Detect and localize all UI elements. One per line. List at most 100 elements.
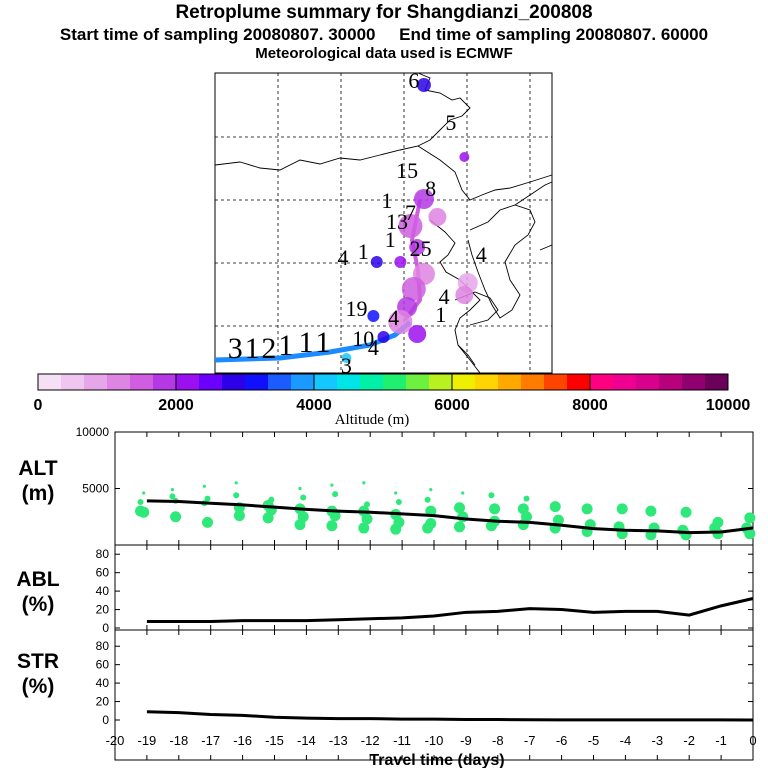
y-tick-label: 5000	[82, 482, 109, 496]
alt-scatter-point	[517, 503, 529, 515]
y-tick-label: 0	[102, 621, 109, 635]
colorbar-swatch	[337, 374, 361, 390]
alt-scatter-point	[424, 496, 431, 503]
alt-scatter-point	[712, 516, 724, 528]
alt-scatter-point	[137, 499, 144, 506]
colorbar-swatch	[245, 374, 269, 390]
alt-scatter-point	[549, 501, 561, 513]
plume-blob	[459, 152, 470, 162]
y-tick-label: 20	[96, 603, 110, 617]
alt-scatter-point	[461, 491, 465, 495]
colorbar-tick-label: 6000	[434, 397, 470, 414]
x-tick-label: -19	[138, 733, 157, 748]
colorbar-swatch	[130, 374, 154, 390]
plume-label: 1	[381, 188, 392, 213]
time-series-panels: ALT (m) ABL (%) STR (%) 5000 10000 0 20 40 6…	[16, 425, 757, 761]
y-tick-label: 10000	[76, 425, 110, 439]
x-tick-label: -1	[715, 733, 727, 748]
alt-scatter-point	[142, 491, 146, 495]
colorbar-swatch	[61, 374, 85, 390]
alt-scatter-point	[364, 501, 371, 508]
alt-scatter-point	[294, 519, 306, 531]
border-russia-mongolia	[214, 72, 471, 171]
plume-label: 4	[388, 305, 399, 330]
korea-peninsula	[467, 204, 536, 319]
alt-scatter-point	[202, 484, 206, 488]
alt-scatter-point	[332, 491, 339, 498]
plume-label: 7	[405, 200, 416, 225]
colorbar-swatch	[360, 374, 384, 390]
colorbar-swatch	[521, 374, 545, 390]
colorbar-swatch	[475, 374, 499, 390]
alt-scatter-point	[485, 520, 497, 532]
plume-label: 1	[315, 326, 330, 359]
plume-label: 25	[410, 236, 432, 261]
plume-label: 15	[396, 158, 418, 183]
x-tick-label: -2	[683, 733, 695, 748]
colorbar-swatch	[222, 374, 246, 390]
x-tick-label: -5	[588, 733, 600, 748]
alt-scatter-point	[268, 496, 275, 503]
plume-blob	[341, 353, 352, 363]
alt-scatter-point	[138, 506, 150, 518]
alt-panel-label: ALT	[18, 457, 57, 480]
alt-scatter-point	[395, 499, 402, 506]
plume-blob	[398, 214, 423, 238]
abl-panel-unit: (%)	[22, 593, 55, 616]
colorbar-swatch	[567, 374, 591, 390]
x-tick-label: -6	[556, 733, 568, 748]
alt-scatter-point	[300, 494, 307, 501]
panels-frame	[114, 431, 754, 761]
colorbar-swatch	[406, 374, 430, 390]
colorbar-swatch	[636, 374, 660, 390]
plume-label: 10	[352, 326, 374, 351]
str-plot	[146, 710, 754, 722]
colorbar-swatch	[498, 374, 522, 390]
plume-blob	[409, 239, 426, 255]
plume-label: 4	[439, 284, 450, 309]
plume-blob	[388, 310, 413, 334]
alt-scatter-point	[552, 514, 564, 526]
plume-blob	[394, 256, 407, 268]
border-china-mongolia	[417, 145, 553, 201]
x-tick-label: -7	[524, 733, 536, 748]
x-tick-label: -8	[492, 733, 504, 748]
plume-label: 4	[338, 245, 349, 270]
colorbar-tick-label: 0	[34, 397, 43, 414]
alt-scatter-point	[234, 481, 238, 485]
alt-scatter-point	[262, 512, 274, 524]
abl-yaxis: 0 20 40 60 80	[96, 547, 753, 635]
alt-scatter-point	[329, 510, 341, 522]
plume-blob	[428, 208, 447, 226]
colorbar-swatch	[383, 374, 407, 390]
x-axis: -20 -19 -18 -17 -16 -15 -14 -13 -12 -11 -10 -9 -8 -7-…	[106, 432, 757, 760]
alt-scatter-point	[202, 516, 214, 528]
alt-scatter-point	[680, 506, 692, 518]
colorbar-swatch	[705, 374, 729, 390]
colorbar-swatch	[84, 374, 108, 390]
x-tick-label: -11	[393, 733, 411, 748]
alt-scatter-point	[489, 503, 501, 515]
abl-line	[146, 597, 754, 624]
plume-label: 2	[261, 332, 276, 365]
colorbar-swatch	[199, 374, 223, 390]
colorbar-tick-label: 8000	[572, 397, 608, 414]
colorbar-label: Altitude (m)	[335, 412, 410, 428]
alt-scatter-point	[677, 524, 689, 536]
alt-scatter-point	[429, 488, 433, 492]
alt-scatter-point	[616, 503, 628, 515]
plume-label: 19	[346, 296, 368, 321]
alt-scatter-point	[390, 523, 402, 535]
str-panel-label: STR	[17, 650, 59, 673]
met-data-line: Meteorological data used is ECMWF	[255, 45, 513, 62]
map-frame	[214, 72, 553, 374]
alt-plot	[135, 481, 756, 541]
plume-label: 3	[228, 332, 243, 365]
plume-label: 5	[445, 110, 456, 135]
plume-track	[214, 78, 478, 363]
colorbar-swatch	[659, 374, 683, 390]
plume-blob	[416, 78, 431, 92]
plume-label: 1	[435, 302, 446, 327]
